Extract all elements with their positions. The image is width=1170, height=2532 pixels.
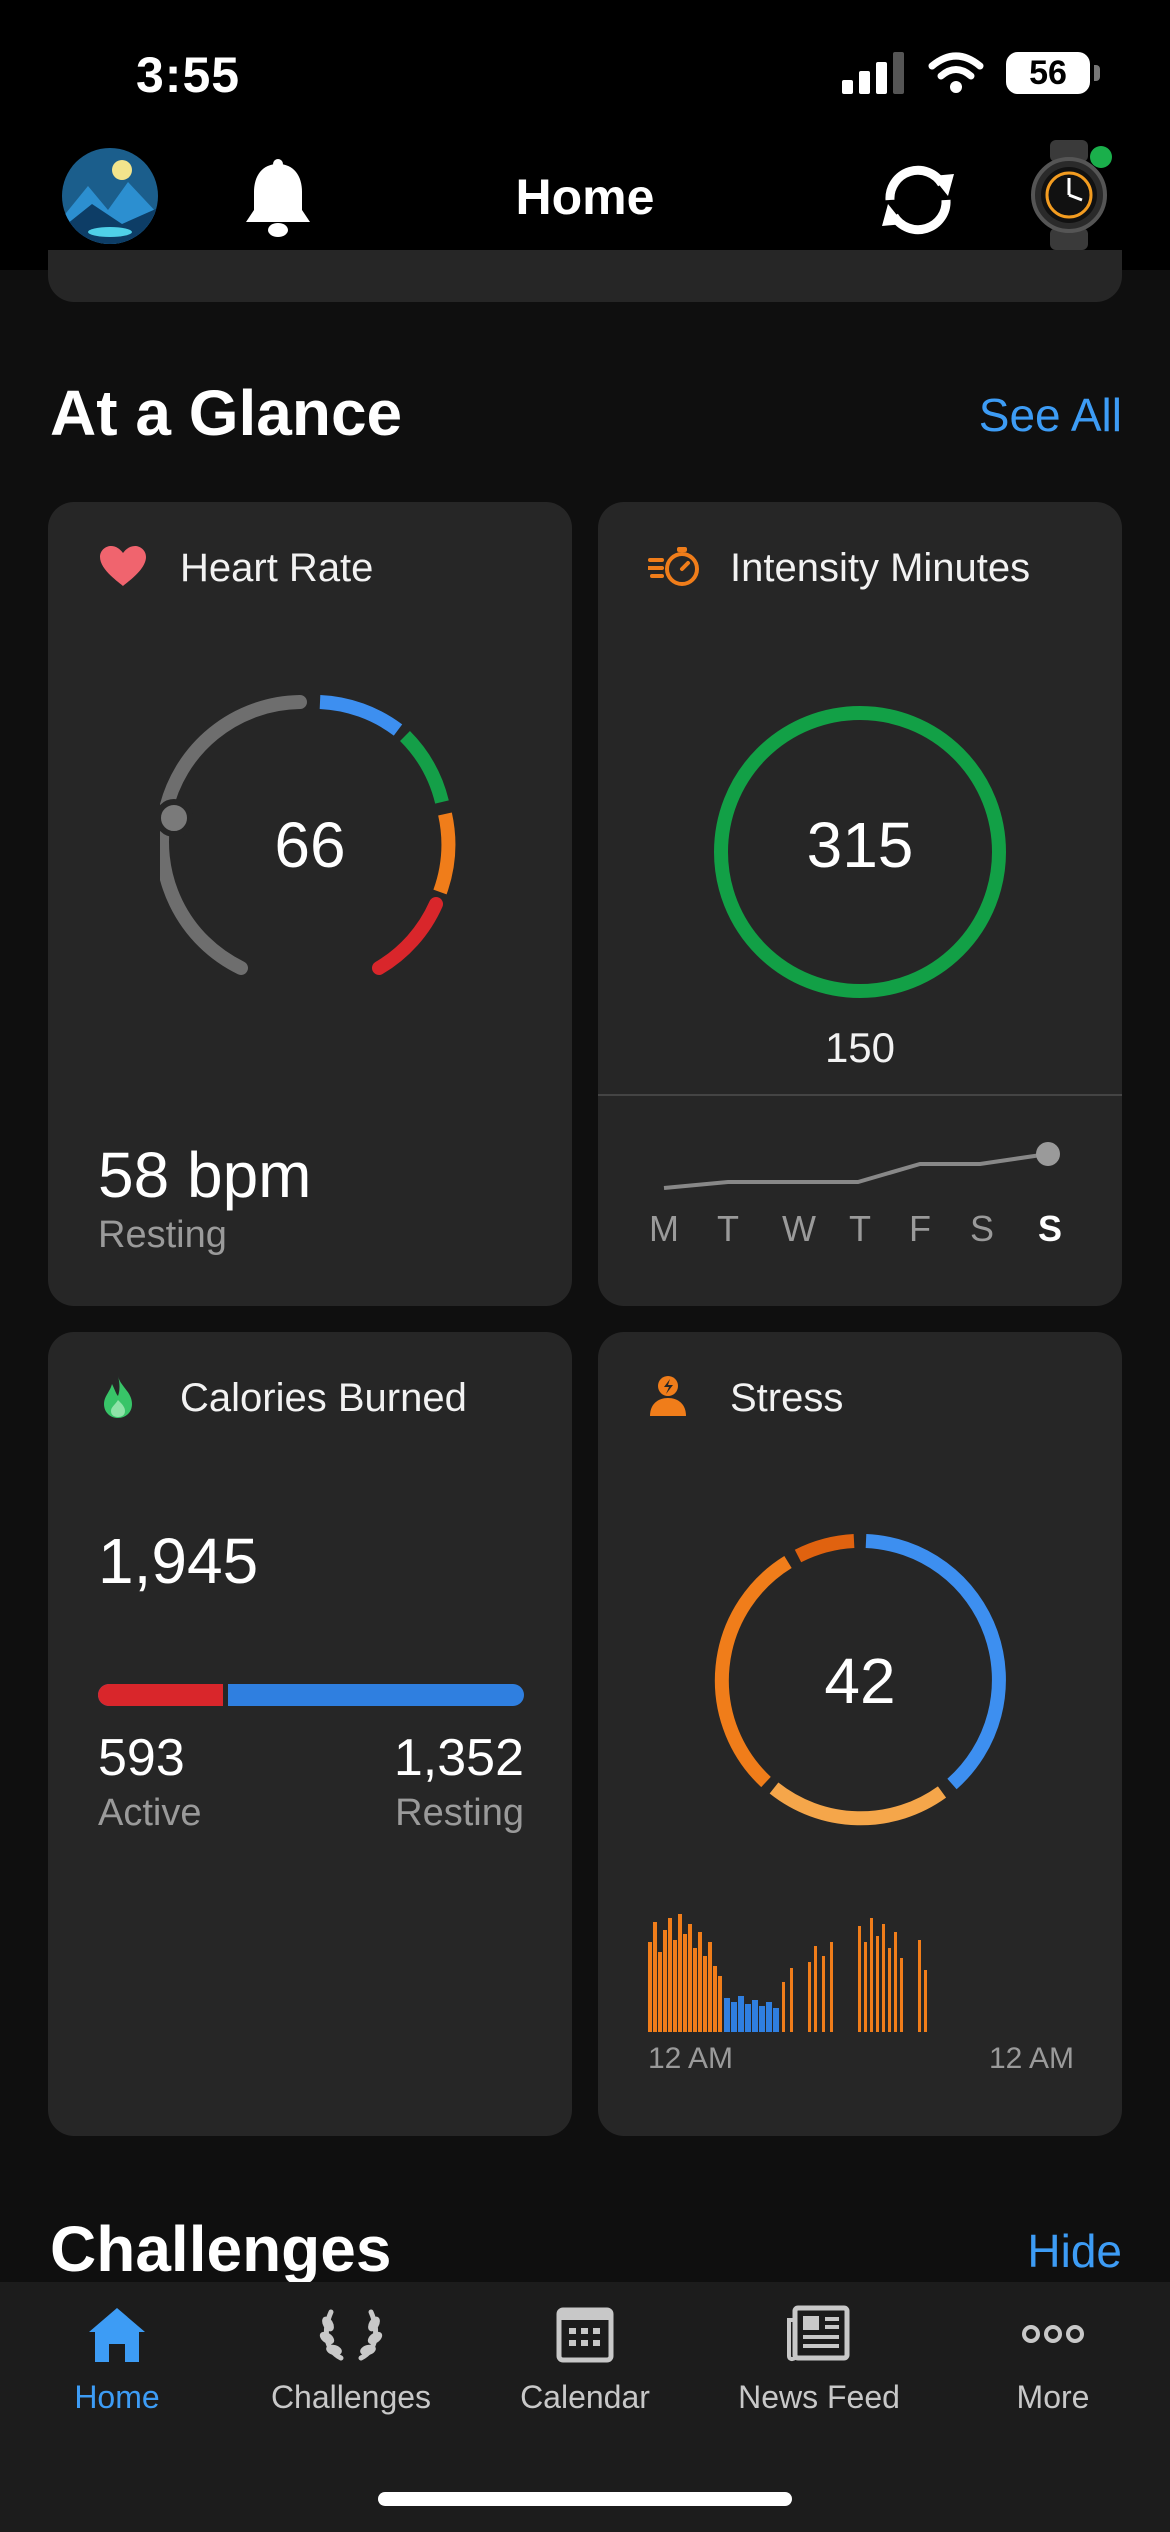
intensity-stopwatch-icon [648,547,699,586]
avatar[interactable] [62,148,158,244]
sync-icon[interactable] [876,160,960,240]
bottom-navigation: Home Challenges [0,2282,1170,2532]
weekly-intensity-trend [663,1142,1060,1190]
heart-rate-title: Heart Rate [180,546,374,590]
home-indicator [378,2492,792,2506]
heart-rate-gauge [160,695,456,975]
page-title: Home [515,169,655,225]
card-divider [598,1094,1122,1096]
nav-calendar-label: Calendar [520,2379,650,2415]
battery-indicator: 56 [1006,52,1100,94]
resting-heart-rate-value: 58 bpm [98,1139,312,1211]
stress-end-label: 12 AM [988,2042,1074,2075]
calories-total: 1,945 [98,1525,259,1597]
resting-calories-value: 1,352 [393,1729,524,1787]
nav-home[interactable]: Home [0,2304,234,2416]
weekday-label: T [849,1208,871,1249]
active-calories-value: 593 [98,1729,185,1787]
previous-card-edge [48,250,1122,302]
at-a-glance-title: At a Glance [50,377,403,449]
nav-challenges[interactable]: Challenges [234,2304,468,2416]
stress-card[interactable]: Stress 42 12 AM 12 AM [598,1332,1122,2136]
status-icons: 56 [842,52,1100,94]
weekday-label: F [909,1208,931,1249]
cellular-signal-icon [842,52,904,94]
resting-heart-rate-label: Resting [98,1214,227,1256]
stress-value: 42 [824,1645,896,1717]
heart-rate-current: 66 [274,809,346,881]
stress-person-icon [650,1376,686,1416]
weekday-label: T [717,1208,739,1249]
app-header: Home [0,130,1170,270]
laurel-icon [319,2309,383,2361]
home-icon [89,2308,145,2362]
device-connected-badge [1090,146,1112,168]
status-bar: 3:55 56 [0,0,1170,150]
news-icon [787,2305,850,2362]
stress-start-label: 12 AM [648,2042,734,2075]
stress-timeline-chart [648,1914,927,2032]
heart-rate-card[interactable]: Heart Rate 66 58 bpm Resting [48,502,572,1306]
intensity-minutes-ring [714,706,1006,998]
see-all-link[interactable]: See All [978,389,1122,441]
weekday-label: W [782,1208,816,1249]
nav-news-feed[interactable]: News Feed [702,2304,936,2416]
avatar-image-icon [62,148,158,244]
calories-active-segment [98,1684,228,1706]
battery-level: 56 [1029,53,1067,92]
notifications-bell-icon[interactable] [240,158,316,242]
active-calories-label: Active [98,1792,202,1834]
more-icon [1022,2325,1084,2343]
nav-more[interactable]: More [936,2304,1170,2416]
nav-home-label: Home [74,2379,160,2415]
calories-burned-title: Calories Burned [180,1376,467,1420]
device-watch-icon[interactable] [1024,140,1114,250]
hide-challenges-link[interactable]: Hide [1027,2225,1122,2277]
nav-more-label: More [1016,2379,1090,2415]
intensity-minutes-goal: 150 [824,1024,896,1071]
weekday-label: S [1037,1208,1062,1249]
flame-icon [104,1376,132,1418]
calendar-icon [556,2307,614,2363]
nav-news-feed-label: News Feed [738,2379,900,2415]
nav-challenges-label: Challenges [270,2379,432,2415]
challenges-title: Challenges [50,2213,392,2285]
weekday-label: M [649,1208,679,1249]
wifi-icon [928,52,984,93]
heart-icon [100,546,146,586]
calories-split-bar [98,1684,524,1706]
nav-calendar[interactable]: Calendar [468,2304,702,2416]
intensity-minutes-value: 315 [806,809,914,881]
calories-burned-card[interactable]: Calories Burned 1,945 593 Active 1,352 R… [48,1332,572,2136]
resting-calories-label: Resting [395,1792,524,1834]
status-time: 3:55 [136,47,241,103]
stress-title: Stress [730,1376,844,1420]
weekday-label: S [969,1208,994,1249]
intensity-minutes-title: Intensity Minutes [730,546,1031,590]
stress-ring [714,1534,1006,1826]
